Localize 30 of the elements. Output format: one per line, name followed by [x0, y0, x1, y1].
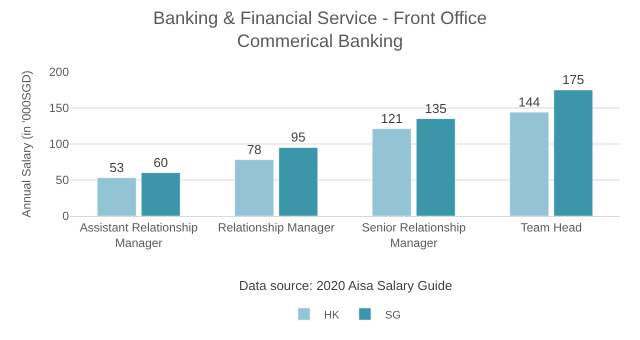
data-label: 60	[154, 154, 168, 170]
data-label: 175	[562, 72, 584, 87]
data-label: 53	[110, 160, 124, 175]
bar	[416, 118, 456, 216]
y-tick-label: 50	[56, 173, 70, 188]
x-tick-label: Relationship Manager	[218, 220, 335, 234]
y-tick-label: 0	[62, 209, 70, 224]
x-tick-label: Team Head	[520, 220, 582, 234]
bar	[97, 178, 136, 216]
x-tick-label: Assistant Relationship Manager	[80, 220, 198, 250]
y-axis-title: Annual Salary (in '000SGD)	[19, 70, 34, 218]
bar	[372, 128, 412, 216]
chart-title: Banking & Financial Service - Front Office Commerical Banking	[153, 8, 487, 52]
bar	[554, 90, 593, 216]
y-tick-label: 100	[48, 137, 70, 152]
y-tick-label: 200	[48, 65, 70, 80]
data-label: 144	[518, 94, 540, 110]
y-tick-label: 150	[48, 101, 70, 116]
legend-label: SG	[384, 309, 401, 322]
data-label: 121	[380, 110, 403, 126]
data-label: 78	[247, 142, 262, 157]
bar	[234, 160, 274, 216]
data-label: 135	[424, 100, 447, 116]
data-label: 95	[291, 130, 306, 145]
bar	[278, 147, 318, 216]
legend-label: HK	[324, 309, 340, 322]
x-tick-label: Senior Relationship Manager	[362, 220, 466, 250]
source-note: Data source: 2020 Aisa Salary Guide	[239, 278, 452, 293]
bar	[510, 112, 549, 216]
bar	[141, 172, 180, 216]
